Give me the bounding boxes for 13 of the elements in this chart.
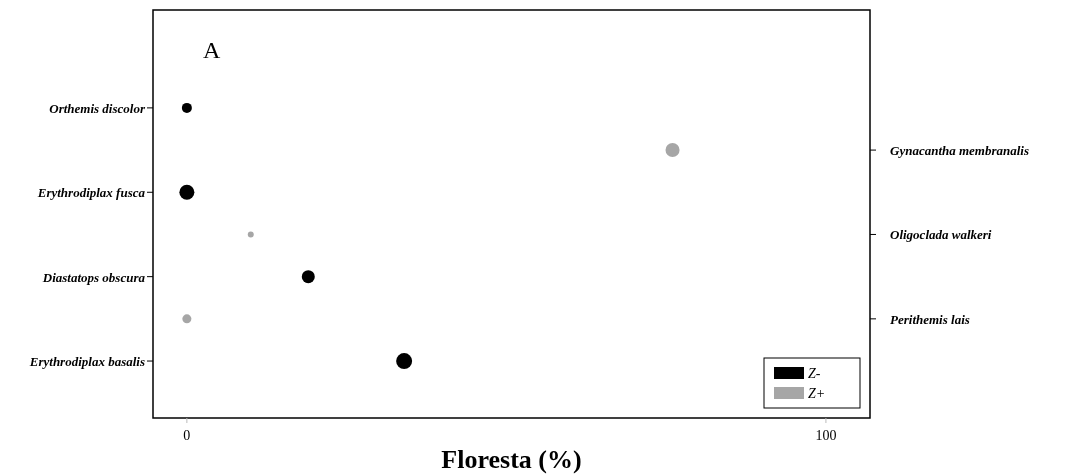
y2-tick-label: Gynacantha membranalis <box>890 143 1030 159</box>
x-tick-label: 0 <box>183 428 191 443</box>
y-tick-label: Erythrodiplax basalis <box>28 354 145 370</box>
y2-tick-label: Oligoclada walkeri <box>890 227 992 243</box>
text: A <box>203 37 221 63</box>
legend-label: Z- <box>808 366 821 381</box>
x-tick-label: 100 <box>815 428 837 443</box>
x-axis-title: Floresta (%) <box>441 445 582 474</box>
y-tick-label: Orthemis discolor <box>49 100 146 116</box>
legend-label: Z+ <box>808 386 826 401</box>
y2-tick-label: Perithemis lais <box>890 311 970 327</box>
y-tick-label: Diastatops obscura <box>41 269 146 285</box>
y-tick-label: Erythrodiplax fusca <box>36 185 146 201</box>
